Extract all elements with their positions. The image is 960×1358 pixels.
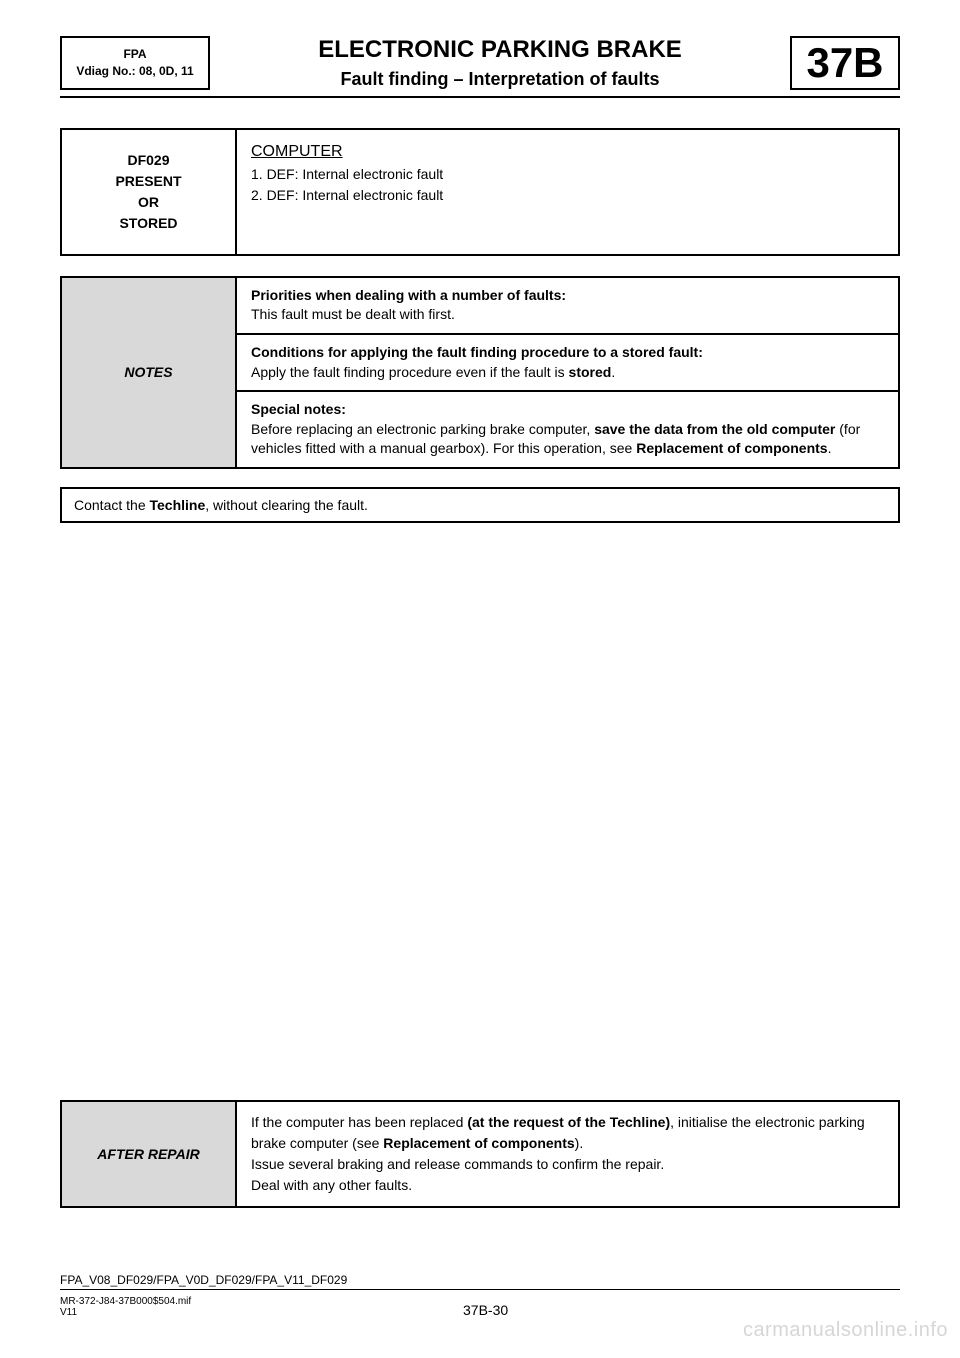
footer-left: MR-372-J84-37B000$504.mif V11 bbox=[60, 1296, 191, 1318]
vdiag-line2: Vdiag No.: 08, 0D, 11 bbox=[66, 63, 204, 80]
after-repair-label: AFTER REPAIR bbox=[97, 1146, 199, 1162]
fault-code: DF029 bbox=[68, 150, 229, 171]
footer-ref-code: FPA_V08_DF029/FPA_V0D_DF029/FPA_V11_DF02… bbox=[60, 1273, 900, 1290]
vdiag-line1: FPA bbox=[66, 46, 204, 63]
notes-row3-bold: Special notes: bbox=[251, 401, 346, 417]
section-code-box: 37B bbox=[790, 36, 900, 90]
ar-line1-bold2: Replacement of components bbox=[383, 1135, 574, 1151]
fault-status-present: PRESENT bbox=[68, 171, 229, 192]
fault-status-stored: STORED bbox=[68, 213, 229, 234]
action-post: , without clearing the fault. bbox=[205, 497, 368, 513]
fault-box: DF029 PRESENT OR STORED COMPUTER 1. DEF:… bbox=[60, 128, 900, 256]
notes-row3-bold2: Replacement of components bbox=[636, 440, 827, 456]
footer-doc-ref: MR-372-J84-37B000$504.mif bbox=[60, 1296, 191, 1307]
fault-left: DF029 PRESENT OR STORED bbox=[62, 130, 237, 254]
fault-def2: 2. DEF: Internal electronic fault bbox=[251, 187, 443, 203]
action-box: Contact the Techline, without clearing t… bbox=[60, 487, 900, 523]
ar-line1-bold: (at the request of the Techline) bbox=[467, 1114, 670, 1130]
title-block: ELECTRONIC PARKING BRAKE Fault finding –… bbox=[210, 36, 790, 90]
main-title: ELECTRONIC PARKING BRAKE bbox=[220, 36, 780, 65]
footer-version: V11 bbox=[60, 1307, 191, 1318]
notes-row-special: Special notes: Before replacing an elect… bbox=[237, 392, 898, 467]
action-pre: Contact the bbox=[74, 497, 150, 513]
fault-right: COMPUTER 1. DEF: Internal electronic fau… bbox=[237, 130, 898, 254]
section-code: 37B bbox=[806, 39, 883, 87]
notes-row-conditions: Conditions for applying the fault findin… bbox=[237, 335, 898, 392]
ar-line1-end: ). bbox=[575, 1135, 584, 1151]
after-repair-text: If the computer has been replaced (at th… bbox=[237, 1102, 898, 1206]
notes-row1-text: This fault must be dealt with first. bbox=[251, 306, 455, 322]
fault-status-or: OR bbox=[68, 192, 229, 213]
notes-row3-end: . bbox=[828, 440, 832, 456]
notes-right: Priorities when dealing with a number of… bbox=[237, 278, 898, 467]
notes-box: NOTES Priorities when dealing with a num… bbox=[60, 276, 900, 469]
notes-row2-boldword: stored bbox=[569, 364, 612, 380]
header-row: FPA Vdiag No.: 08, 0D, 11 ELECTRONIC PAR… bbox=[60, 36, 900, 98]
action-bold: Techline bbox=[150, 497, 206, 513]
notes-label: NOTES bbox=[124, 364, 172, 380]
after-repair-box: AFTER REPAIR If the computer has been re… bbox=[60, 1100, 900, 1208]
notes-row3-bold1: save the data from the old computer bbox=[594, 421, 835, 437]
notes-row-priorities: Priorities when dealing with a number of… bbox=[237, 278, 898, 335]
fault-heading: COMPUTER bbox=[251, 143, 343, 160]
notes-row1-bold: Priorities when dealing with a number of… bbox=[251, 287, 566, 303]
ar-line2: Issue several braking and release comman… bbox=[251, 1156, 664, 1172]
sub-title: Fault finding – Interpretation of faults bbox=[220, 69, 780, 90]
vdiag-box: FPA Vdiag No.: 08, 0D, 11 bbox=[60, 36, 210, 90]
notes-label-cell: NOTES bbox=[62, 278, 237, 467]
notes-row2-pre: Apply the fault finding procedure even i… bbox=[251, 364, 569, 380]
footer: FPA_V08_DF029/FPA_V0D_DF029/FPA_V11_DF02… bbox=[60, 1273, 900, 1318]
watermark: carmanualsonline.info bbox=[743, 1319, 948, 1342]
ar-line3: Deal with any other faults. bbox=[251, 1177, 412, 1193]
ar-line1-pre: If the computer has been replaced bbox=[251, 1114, 467, 1130]
footer-row: MR-372-J84-37B000$504.mif V11 37B-30 bbox=[60, 1296, 900, 1318]
after-repair-label-cell: AFTER REPAIR bbox=[62, 1102, 237, 1206]
notes-row2-bold: Conditions for applying the fault findin… bbox=[251, 344, 703, 360]
page: FPA Vdiag No.: 08, 0D, 11 ELECTRONIC PAR… bbox=[0, 0, 960, 1358]
notes-row2-post: . bbox=[611, 364, 615, 380]
page-number: 37B-30 bbox=[191, 1302, 780, 1318]
fault-def1: 1. DEF: Internal electronic fault bbox=[251, 166, 443, 182]
notes-row3-pre: Before replacing an electronic parking b… bbox=[251, 421, 594, 437]
